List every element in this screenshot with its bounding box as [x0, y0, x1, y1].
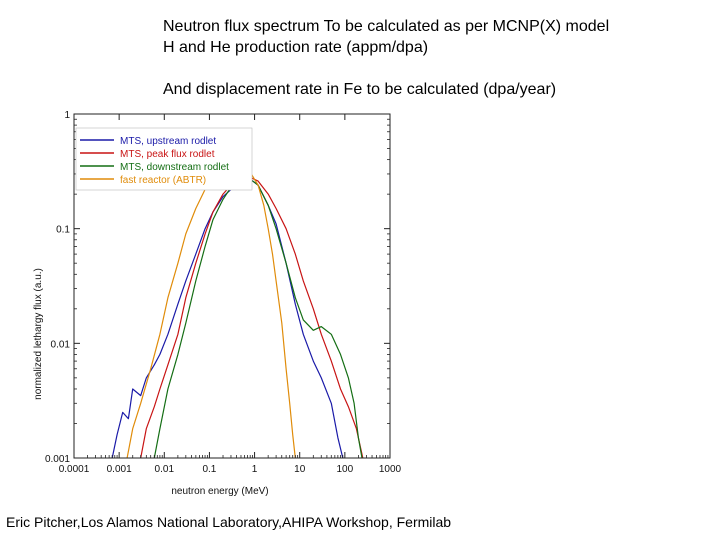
y-tick-label: 1	[64, 110, 70, 121]
footer-credit: Eric Pitcher,Los Alamos National Laborat…	[6, 514, 452, 530]
x-tick-label: 10	[294, 464, 306, 475]
legend-label: MTS, peak flux rodlet	[120, 149, 215, 160]
header-text: Neutron flux spectrum To be calculated a…	[163, 16, 609, 100]
y-axis-label: normalized lethargy flux (a.u.)	[33, 268, 44, 400]
x-tick-label: 0.0001	[59, 464, 90, 475]
legend-label: MTS, downstream rodlet	[120, 162, 229, 173]
x-tick-label: 0.01	[155, 464, 175, 475]
x-tick-label: 1	[252, 464, 258, 475]
series-line-1	[111, 178, 344, 459]
header-line-3: And displacement rate in Fe to be calcul…	[163, 81, 557, 98]
plot-frame	[73, 113, 391, 459]
legend-label: fast reactor (ABTR)	[120, 175, 206, 186]
chart-svg: 0.0001 0.001 0.01 0.1 1 10 100 10000.0010.010.1…	[28, 104, 408, 504]
y-tick-label: 0.001	[45, 454, 70, 465]
x-tick-label: 0.001	[107, 464, 132, 475]
legend-label: MTS, upstream rodlet	[120, 136, 216, 147]
flux-chart: 0.0001 0.001 0.01 0.1 1 10 100 1000 0.001 0.01 0.1…	[28, 104, 408, 509]
header-line-2: H and He production rate (appm/dpa)	[163, 39, 429, 56]
x-tick-label: 0.1	[202, 464, 216, 475]
x-tick-label: 100	[337, 464, 354, 475]
legend: MTS, upstream rodlet MTS, peak flux rodle…	[75, 127, 253, 191]
series-line-3	[153, 178, 363, 459]
x-tick-label: 1000	[379, 464, 402, 475]
y-tick-label: 0.01	[51, 339, 71, 350]
y-tick-label: 0.1	[56, 225, 70, 236]
header-spacer	[163, 58, 609, 79]
header-line-1: Neutron flux spectrum To be calculated a…	[163, 18, 610, 35]
x-axis-label: neutron energy (MeV)	[171, 486, 268, 497]
